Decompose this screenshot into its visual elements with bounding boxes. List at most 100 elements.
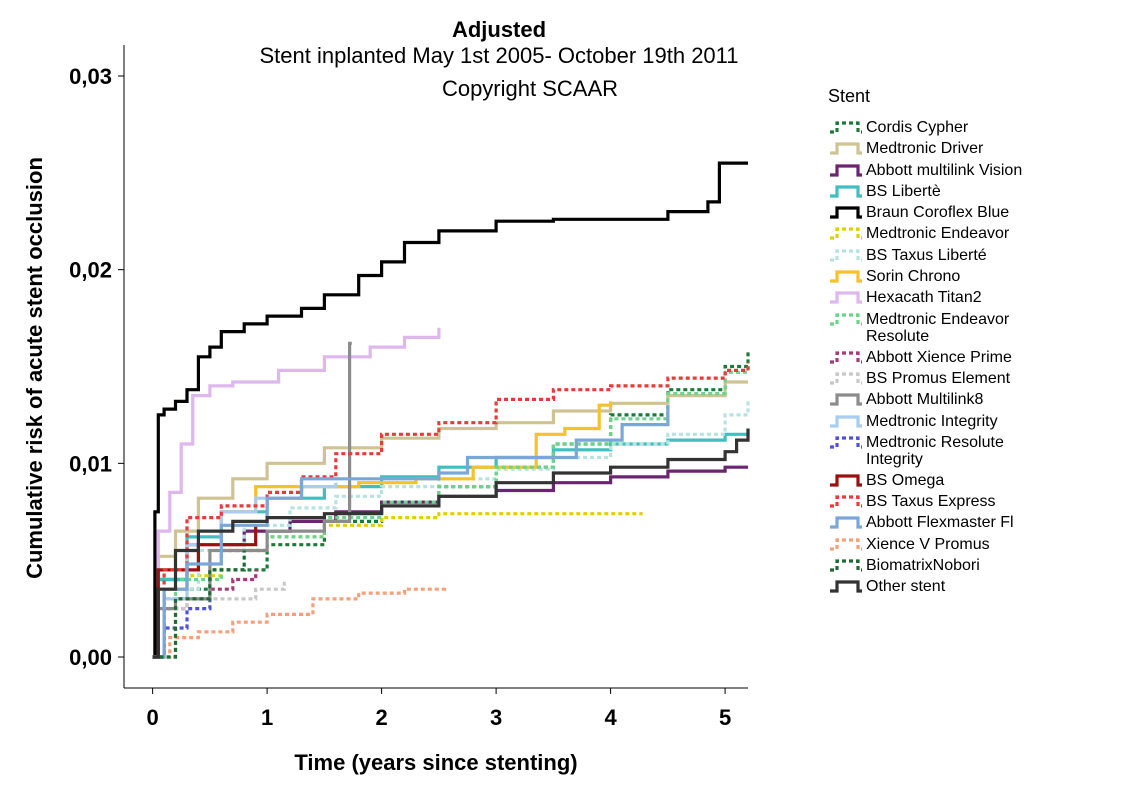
legend-label: Medtronic Resolute Integrity xyxy=(866,433,1004,468)
legend-item-medtronic-endeavor-resolute: Medtronic Endeavor Resolute xyxy=(828,311,1022,349)
legend-label: Medtronic Integrity xyxy=(866,412,998,430)
legend-swatch xyxy=(830,249,862,262)
legend-label: Abbott Xience Prime xyxy=(866,348,1012,366)
series-line-medtronic-endeavor xyxy=(152,512,643,659)
legend-item-bs-omega: BS Omega xyxy=(828,472,1022,493)
legend-swatch xyxy=(830,474,862,487)
legend-swatch xyxy=(830,393,862,406)
series-line-abbott-xience-prime xyxy=(152,569,258,659)
legend-swatch xyxy=(830,580,862,593)
legend-swatch xyxy=(830,495,862,508)
legend-swatch xyxy=(830,121,862,134)
axes: 0,00 0,01 0,02 0,03 0 1 2 3 4 5 xyxy=(69,45,748,730)
x-tick-label: 5 xyxy=(719,705,731,730)
series-line-bs-omega xyxy=(152,525,258,659)
legend-item-medtronic-resolute-integrity: Medtronic Resolute Integrity xyxy=(828,434,1022,472)
series-line-xience-v-promus xyxy=(152,587,447,659)
legend-item-xience-v-promus: Xience V Promus xyxy=(828,536,1022,557)
chart-subtitle: Stent inplanted May 1st 2005- October 19… xyxy=(259,43,739,68)
series-line-braun-coroflex-blue xyxy=(152,161,748,659)
legend-item-sorin-chrono: Sorin Chrono xyxy=(828,268,1022,289)
legend-swatch xyxy=(830,206,862,219)
x-tick-label: 0 xyxy=(146,705,158,730)
legend-item-abbott-flexmaster-fl: Abbott Flexmaster Fl xyxy=(828,514,1022,535)
series-layer xyxy=(152,161,750,659)
chart-title: Adjusted xyxy=(451,17,547,42)
legend-label: Abbott Multilink8 xyxy=(866,391,984,409)
legend-swatch xyxy=(830,163,862,177)
series-line-bs-promus-element xyxy=(152,579,286,659)
legend-label: BS Libertè xyxy=(866,182,941,200)
legend-label: Hexacath Titan2 xyxy=(866,289,982,307)
legend-item-medtronic-integrity: Medtronic Integrity xyxy=(828,413,1022,434)
series-line-abbott-flexmaster-fl xyxy=(152,405,670,659)
x-axis-title: Time (years since stenting) xyxy=(294,750,577,775)
legend-swatch xyxy=(830,227,862,241)
x-tick-label: 4 xyxy=(604,705,617,730)
legend-item-abbott-multilink-vision: Abbott multilink Vision xyxy=(828,162,1022,183)
legend-label: Medtronic Endeavor xyxy=(866,225,1010,243)
legend-label: Other stent xyxy=(866,578,946,596)
y-tick-label: 0,00 xyxy=(69,645,112,670)
legend-swatch xyxy=(830,516,862,530)
legend-swatch xyxy=(830,414,862,428)
legend-swatch xyxy=(830,351,862,364)
series-line-biomatrixnobori xyxy=(152,550,246,659)
legend-label: Cordis Cypher xyxy=(866,119,969,136)
series-line-cordis-cypher xyxy=(152,351,750,659)
legend-item-abbott-xience-prime: Abbott Xience Prime xyxy=(828,349,1022,370)
legend-label: Medtronic Driver xyxy=(866,140,984,158)
x-tick-label: 3 xyxy=(490,705,502,730)
legend-items: Cordis Cypher Medtronic Driver Abbott mult… xyxy=(828,119,1022,600)
legend-label: BS Taxus Express xyxy=(866,493,996,511)
legend-title: Stent xyxy=(828,86,871,106)
y-axis-title: Cumulative risk of acute stent occlusion xyxy=(22,157,47,579)
legend-swatch xyxy=(830,436,862,449)
legend-label: Xience V Promus xyxy=(866,535,990,553)
legend-item-cordis-cypher: Cordis Cypher xyxy=(828,119,1022,140)
series-line-medtronic-resolute-integrity xyxy=(152,598,212,659)
legend-swatch xyxy=(830,538,862,551)
legend-item-bs-libert: BS Libertè xyxy=(828,183,1022,204)
legend-label: BS Promus Element xyxy=(866,369,1011,387)
legend-label: BS Taxus Liberté xyxy=(866,246,987,264)
legend-swatch xyxy=(830,372,862,385)
legend-item-braun-coroflex-blue: Braun Coroflex Blue xyxy=(828,204,1022,225)
legend-label: Medtronic Endeavor Resolute xyxy=(866,310,1010,345)
series-line-bs-taxus-express xyxy=(152,362,750,659)
legend-swatch xyxy=(830,142,862,155)
series-line-bs-libert xyxy=(152,428,750,659)
legend-label: BiomatrixNobori xyxy=(866,557,980,575)
legend-item-abbott-multilink8: Abbott Multilink8 xyxy=(828,391,1022,412)
legend-label: BS Omega xyxy=(866,471,945,489)
legend-item-other-stent: Other stent xyxy=(828,578,1022,599)
legend-swatch xyxy=(830,559,862,572)
legend-label: Braun Coroflex Blue xyxy=(866,204,1010,222)
y-tick-label: 0,03 xyxy=(69,64,112,89)
legend-item-bs-promus-element: BS Promus Element xyxy=(828,370,1022,391)
copyright-annotation: Copyright SCAAR xyxy=(441,76,619,101)
legend-swatch xyxy=(830,270,862,283)
legend-item-bs-taxus-libert: BS Taxus Liberté xyxy=(828,247,1022,268)
legend-item-medtronic-endeavor: Medtronic Endeavor xyxy=(828,225,1022,246)
series-line-hexacath-titan2 xyxy=(152,327,441,659)
legend-label: Sorin Chrono xyxy=(866,268,961,286)
legend: Stent Cordis Cypher Medtronic Driver Abbot… xyxy=(828,86,1022,600)
series-line-medtronic-endeavor-resolute xyxy=(152,362,750,659)
legend-item-biomatrixnobori: BiomatrixNobori xyxy=(828,557,1022,578)
legend-swatch xyxy=(830,313,862,326)
x-tick-label: 1 xyxy=(261,705,273,730)
x-tick-label: 2 xyxy=(375,705,387,730)
legend-swatch xyxy=(830,291,862,304)
legend-item-bs-taxus-express: BS Taxus Express xyxy=(828,493,1022,514)
legend-swatch xyxy=(830,185,862,198)
legend-item-medtronic-driver: Medtronic Driver xyxy=(828,140,1022,161)
legend-label: Abbott multilink Vision xyxy=(866,161,1023,179)
series-line-other-stent xyxy=(152,428,750,659)
y-tick-label: 0,01 xyxy=(69,451,112,476)
series-line-bs-taxus-libert xyxy=(152,399,750,659)
legend-label: Abbott Flexmaster Fl xyxy=(866,514,1014,532)
y-tick-label: 0,02 xyxy=(69,258,112,283)
legend-item-hexacath-titan2: Hexacath Titan2 xyxy=(828,289,1022,310)
